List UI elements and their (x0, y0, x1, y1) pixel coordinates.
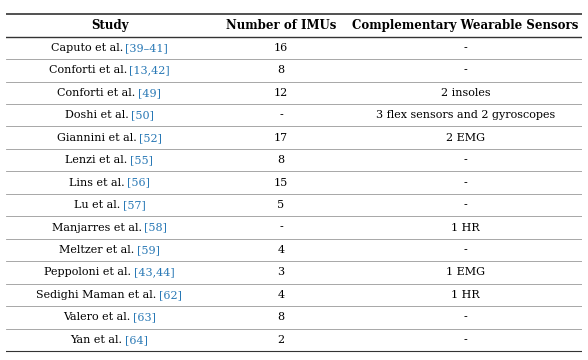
Text: -: - (463, 245, 467, 255)
Text: Lins et al.: Lins et al. (69, 177, 128, 188)
Text: -: - (463, 335, 467, 345)
Text: -: - (463, 43, 467, 53)
Text: 3 flex sensors and 2 gyroscopes: 3 flex sensors and 2 gyroscopes (376, 110, 555, 120)
Text: Lu et al.: Lu et al. (74, 200, 123, 210)
Text: Meltzer et al.: Meltzer et al. (59, 245, 138, 255)
Text: -: - (463, 155, 467, 165)
Text: Conforti et al.: Conforti et al. (49, 65, 131, 75)
Text: [49]: [49] (138, 88, 161, 98)
Text: Caputo et al.: Caputo et al. (51, 43, 126, 53)
Text: 17: 17 (274, 133, 288, 143)
Text: Manjarres et al.: Manjarres et al. (52, 222, 145, 233)
Text: Peppoloni et al.: Peppoloni et al. (44, 267, 135, 278)
Text: Yan et al.: Yan et al. (71, 335, 126, 345)
Text: 15: 15 (274, 177, 288, 188)
Text: [59]: [59] (136, 245, 160, 255)
Text: Doshi et al.: Doshi et al. (65, 110, 132, 120)
Text: 1 EMG: 1 EMG (446, 267, 485, 278)
Text: [52]: [52] (139, 133, 162, 143)
Text: 4: 4 (278, 290, 285, 300)
Text: 3: 3 (278, 267, 285, 278)
Text: 4: 4 (278, 245, 285, 255)
Text: -: - (463, 312, 467, 323)
Text: -: - (463, 177, 467, 188)
Text: [64]: [64] (125, 335, 148, 345)
Text: Lenzi et al.: Lenzi et al. (65, 155, 131, 165)
Text: [58]: [58] (144, 222, 167, 233)
Text: 2 EMG: 2 EMG (446, 133, 485, 143)
Text: [55]: [55] (131, 155, 153, 165)
Text: [50]: [50] (131, 110, 154, 120)
Text: Conforti et al.: Conforti et al. (58, 88, 139, 98)
Text: [13,42]: [13,42] (129, 65, 170, 75)
Text: Giannini et al.: Giannini et al. (56, 133, 140, 143)
Text: 12: 12 (274, 88, 288, 98)
Text: Sedighi Maman et al.: Sedighi Maman et al. (36, 290, 160, 300)
Text: 8: 8 (278, 312, 285, 323)
Text: [63]: [63] (133, 312, 156, 323)
Text: 1 HR: 1 HR (451, 290, 480, 300)
Text: [62]: [62] (159, 290, 182, 300)
Text: Study: Study (91, 19, 128, 32)
Text: -: - (279, 222, 283, 233)
Text: -: - (463, 200, 467, 210)
Text: 1 HR: 1 HR (451, 222, 480, 233)
Text: Complementary Wearable Sensors: Complementary Wearable Sensors (352, 19, 579, 32)
Text: [56]: [56] (127, 177, 150, 188)
Text: 8: 8 (278, 155, 285, 165)
Text: -: - (463, 65, 467, 75)
Text: [43,44]: [43,44] (133, 267, 174, 278)
Text: -: - (279, 110, 283, 120)
Text: Valero et al.: Valero et al. (63, 312, 133, 323)
Text: 5: 5 (278, 200, 285, 210)
Text: 16: 16 (274, 43, 288, 53)
Text: Number of IMUs: Number of IMUs (226, 19, 336, 32)
Text: 2 insoles: 2 insoles (440, 88, 490, 98)
Text: 8: 8 (278, 65, 285, 75)
Text: [57]: [57] (122, 200, 145, 210)
Text: [39–41]: [39–41] (125, 43, 168, 53)
Text: 2: 2 (278, 335, 285, 345)
